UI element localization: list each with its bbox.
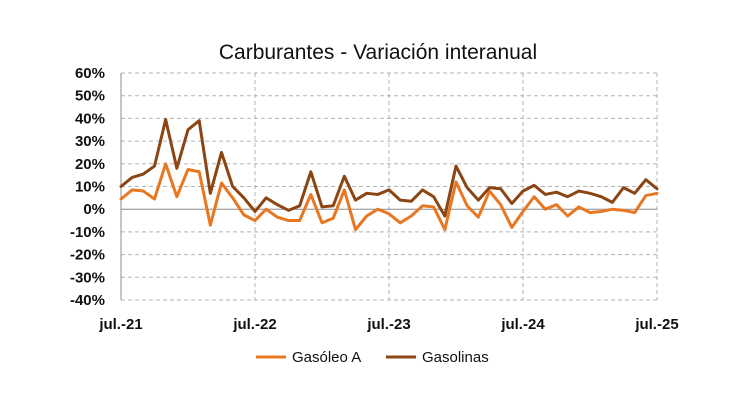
y-tick-label: 40% — [75, 110, 105, 127]
axis-layer: -40% -30% -20% -10% 0% 10% 20% 30% 40% 50% 60% jul.… — [70, 65, 679, 333]
series-line-gasoleo-a — [119, 162, 659, 232]
y-tick-label: -20% — [70, 247, 105, 264]
series-layer — [119, 118, 659, 232]
x-tick-label: jul.-21 — [98, 316, 142, 333]
x-tick-label: jul.-22 — [232, 316, 276, 333]
y-tick-label: -40% — [70, 292, 105, 309]
y-tick-label: 10% — [75, 179, 105, 196]
y-tick-label: 60% — [75, 65, 105, 82]
x-tick-label: jul.-23 — [366, 316, 410, 333]
y-tick-label: 50% — [75, 88, 105, 105]
chart-title: Carburantes - Variación interanual — [219, 41, 537, 64]
legend: Gasóleo A Gasolinas — [256, 349, 489, 366]
x-tick-label: jul.-24 — [500, 316, 545, 333]
y-tick-label: 0% — [83, 201, 105, 218]
grid-layer — [121, 72, 658, 301]
series-line-gasolinas — [119, 118, 659, 218]
legend-label: Gasóleo A — [292, 349, 361, 366]
y-tick-label: -10% — [70, 224, 105, 241]
y-tick-label: 30% — [75, 133, 105, 150]
legend-label: Gasolinas — [422, 349, 489, 366]
x-tick-label: jul.-25 — [634, 316, 678, 333]
y-tick-label: 20% — [75, 156, 105, 173]
y-tick-label: -30% — [70, 269, 105, 286]
